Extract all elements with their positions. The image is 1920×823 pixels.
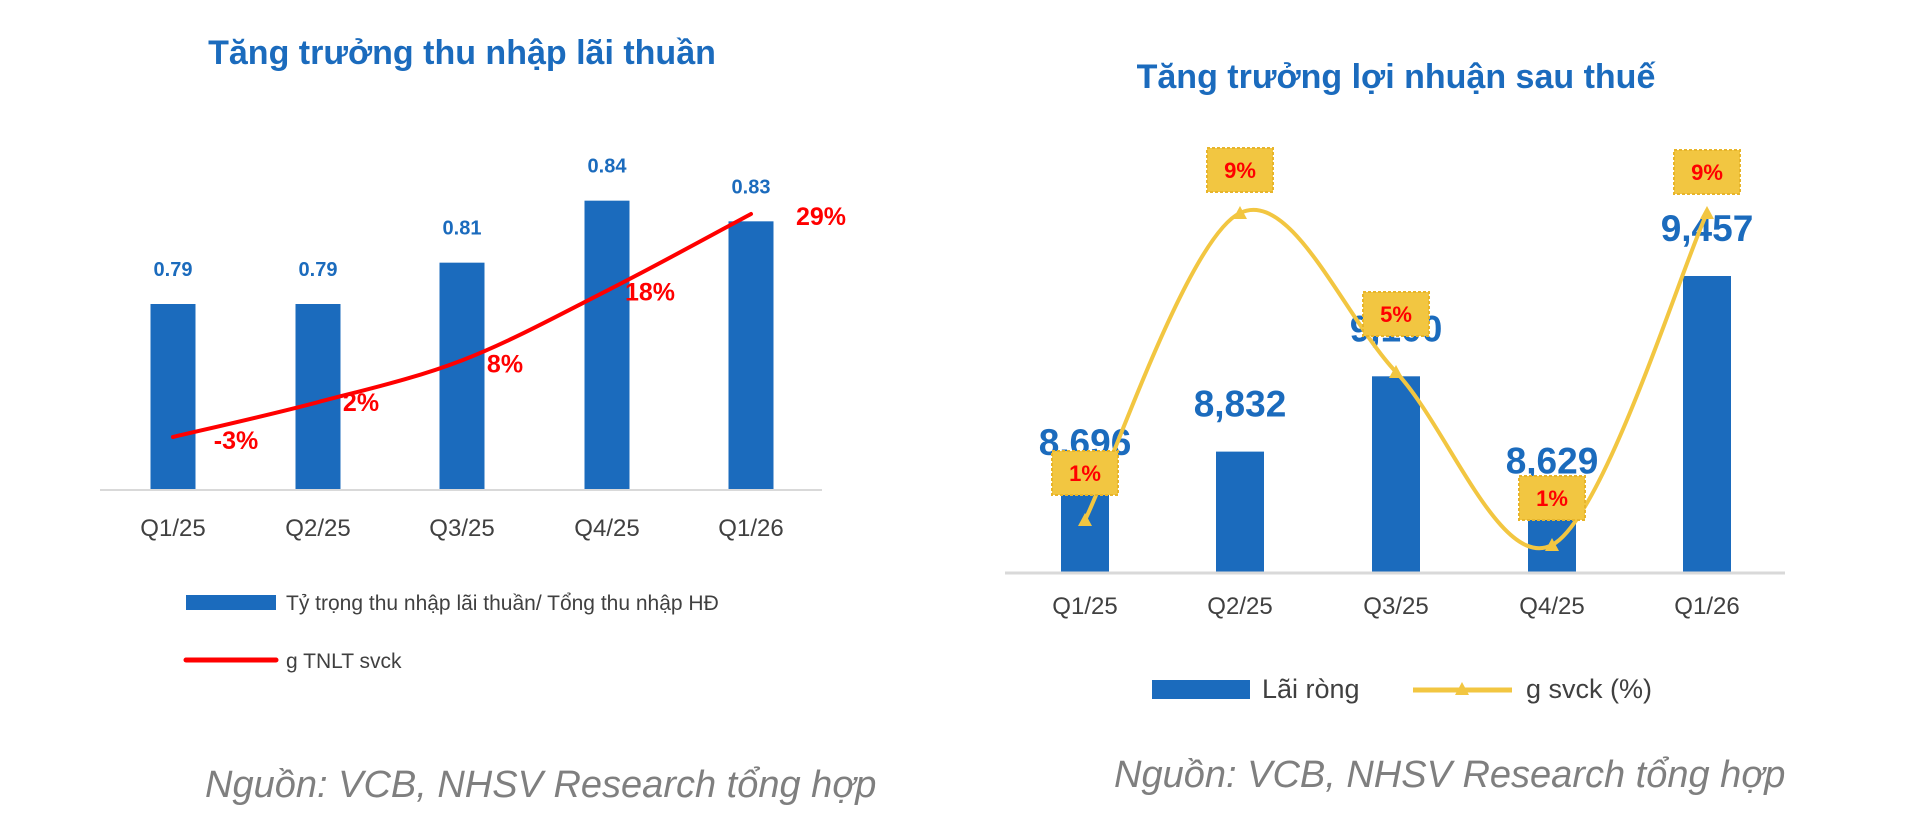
legend-label-line-right: g svck (%) xyxy=(1526,674,1652,704)
left-x-tick-label: Q4/25 xyxy=(574,515,639,542)
right-growth-label-box xyxy=(1518,475,1586,521)
left-x-tick-label: Q3/25 xyxy=(429,515,494,542)
right-growth-line: 1% 9% 5% 1% 9% xyxy=(1051,147,1741,551)
right-growth-label: 9% xyxy=(1691,160,1723,185)
legend-swatch-bar-right xyxy=(1152,680,1250,699)
left-growth-label: 18% xyxy=(625,279,675,307)
left-bar-value-label: 0.84 xyxy=(588,156,628,178)
right-chart-title: Tăng trưởng lợi nhuận sau thuế xyxy=(1137,58,1656,96)
left-bar xyxy=(439,262,485,490)
right-x-tick-label: Q3/25 xyxy=(1363,593,1428,620)
left-x-tick-label: Q2/25 xyxy=(285,515,350,542)
right-bar xyxy=(1216,451,1264,573)
right-bar xyxy=(1683,276,1731,573)
right-source-note: Nguồn: VCB, NHSV Research tổng hợp xyxy=(1114,754,1785,796)
right-bar xyxy=(1061,489,1109,573)
left-growth-label: 8% xyxy=(487,350,523,378)
right-growth-label-box xyxy=(1206,147,1274,193)
left-bar xyxy=(584,200,630,490)
left-growth-label: 29% xyxy=(796,203,846,231)
right-growth-label: 1% xyxy=(1069,461,1101,486)
legend-label-line-left: g TNLT svck xyxy=(286,650,402,673)
left-growth-label: -3% xyxy=(214,427,258,455)
left-growth-line: -3% 2% 8% 18% 29% xyxy=(171,203,846,455)
left-bar-value-label: 0.83 xyxy=(732,176,771,198)
right-growth-label: 5% xyxy=(1380,302,1412,327)
right-bar xyxy=(1372,376,1420,573)
left-bars: 0.79 0.79 0.81 0.84 0.83 xyxy=(150,156,774,491)
left-bar-value-label: 0.79 xyxy=(299,259,338,281)
right-growth-label-box xyxy=(1673,149,1741,195)
left-x-tick-label: Q1/26 xyxy=(718,515,783,542)
left-legend: Tỷ trọng thu nhập lãi thuần/ Tổng thu nh… xyxy=(183,592,719,673)
right-growth-marker xyxy=(1078,513,1092,526)
right-growth-marker xyxy=(1545,538,1559,551)
left-bar xyxy=(150,304,196,490)
left-chart-title: Tăng trưởng thu nhập lãi thuần xyxy=(208,34,716,72)
right-growth-label: 9% xyxy=(1224,158,1256,183)
left-source-note: Nguồn: VCB, NHSV Research tổng hợp xyxy=(205,764,876,806)
left-x-tick-label: Q1/25 xyxy=(140,515,205,542)
left-bar xyxy=(728,221,774,491)
legend-label-bar-left: Tỷ trọng thu nhập lãi thuần/ Tổng thu nh… xyxy=(286,592,719,615)
right-legend: Lãi ròng g svck (%) xyxy=(1152,674,1652,704)
left-bar-value-label: 0.81 xyxy=(443,218,482,240)
legend-label-bar-right: Lãi ròng xyxy=(1262,674,1360,704)
right-growth-marker xyxy=(1233,206,1247,219)
right-growth-label-box xyxy=(1362,291,1430,337)
right-growth-marker xyxy=(1700,206,1714,219)
legend-marker-triangle xyxy=(1455,682,1469,695)
left-chart: Tăng trưởng thu nhập lãi thuần 0.79 0.790… xyxy=(100,34,876,806)
right-x-ticks: Q1/25 Q2/25 Q3/25 Q4/25 Q1/26 xyxy=(1052,593,1739,620)
right-growth-label: 1% xyxy=(1536,486,1568,511)
left-x-ticks: Q1/25 Q2/25 Q3/25 Q4/25 Q1/26 xyxy=(140,515,783,542)
right-x-tick-label: Q1/25 xyxy=(1052,593,1117,620)
left-bar-value-label: 0.79 xyxy=(154,259,193,281)
right-x-tick-label: Q4/25 xyxy=(1519,593,1584,620)
right-bar-value-label: 8,629 xyxy=(1506,441,1599,482)
left-growth-label: 2% xyxy=(343,389,379,417)
right-bar-value-label: 8,832 xyxy=(1194,384,1287,425)
right-x-tick-label: Q2/25 xyxy=(1207,593,1272,620)
right-growth-label-box xyxy=(1051,450,1119,496)
right-chart: Tăng trưởng lợi nhuận sau thuế 8,6968,83… xyxy=(1005,58,1785,796)
legend-swatch-bar-left xyxy=(186,595,276,610)
right-growth-marker xyxy=(1389,365,1403,378)
right-x-tick-label: Q1/26 xyxy=(1674,593,1739,620)
